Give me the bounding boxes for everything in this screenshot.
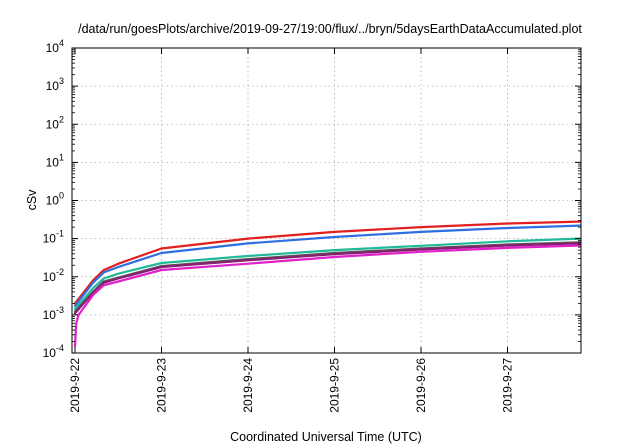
series-layer	[73, 220, 581, 348]
series-line-6	[73, 244, 581, 348]
series-line-2	[73, 224, 581, 308]
y-tick-label: 10-4	[43, 343, 64, 360]
x-tick-label: 2019-9-26	[414, 358, 428, 413]
x-tick-labels: 2019-9-22 2019-9-23 2019-9-24 2019-9-25 2019…	[68, 358, 515, 413]
x-axis-label: Coordinated Universal Time (UTC)	[230, 430, 422, 444]
y-tick-label: 104	[46, 38, 64, 55]
x-tick-label: 2019-9-23	[155, 358, 169, 413]
x-tick-label: 2019-9-24	[241, 358, 255, 413]
y-axis-label: cSv	[25, 189, 39, 211]
chart-title: /data/run/goesPlots/archive/2019-09-27/1…	[78, 22, 582, 36]
axis-ticks	[72, 47, 581, 354]
series-line-5	[73, 242, 581, 315]
series-line-3	[73, 237, 581, 311]
series-line-1	[73, 220, 581, 305]
y-tick-label: 102	[46, 114, 64, 131]
y-tick-label: 103	[46, 76, 64, 93]
x-tick-label: 2019-9-22	[68, 358, 82, 413]
y-tick-label: 101	[46, 152, 64, 169]
y-tick-labels: 10-4 10-3 10-2 10-1 100 101 102 103 104	[43, 38, 64, 360]
y-tick-label: 10-2	[43, 267, 64, 284]
x-tick-label: 2019-9-27	[501, 358, 515, 413]
grid-lines	[72, 48, 581, 353]
y-tick-label: 10-1	[43, 229, 64, 246]
x-tick-label: 2019-9-25	[328, 358, 342, 413]
y-tick-label: 10-3	[43, 305, 64, 322]
y-tick-label: 100	[46, 191, 64, 208]
